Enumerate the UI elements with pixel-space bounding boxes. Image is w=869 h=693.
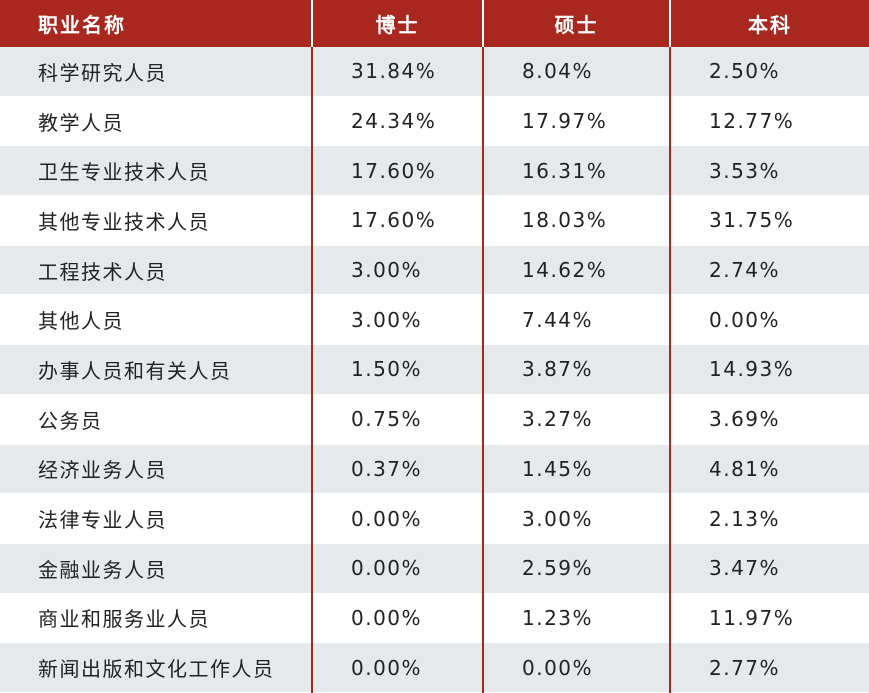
cell-doctorate: 0.75% [312,394,484,445]
cell-bachelor: 2.77% [670,642,869,693]
table-row: 工程技术人员 3.00% 14.62% 2.74% [0,245,869,296]
table-row: 办事人员和有关人员 1.50% 3.87% 14.93% [0,344,869,395]
cell-master: 18.03% [483,195,671,246]
cell-doctorate: 3.00% [312,294,484,346]
cell-occupation: 经济业务人员 [0,444,313,495]
cell-master: 0.00% [483,642,671,693]
table-row: 新闻出版和文化工作人员 0.00% 0.00% 2.77% [0,642,869,693]
cell-doctorate: 1.50% [312,344,484,395]
table-row: 卫生专业技术人员 17.60% 16.31% 3.53% [0,145,869,197]
cell-master: 14.62% [483,245,671,296]
cell-bachelor: 14.93% [670,344,869,395]
cell-doctorate: 0.00% [312,543,484,594]
cell-bachelor: 3.47% [670,543,869,594]
table-row: 教学人员 24.34% 17.97% 12.77% [0,96,869,147]
header-master: 硕士 [483,0,671,47]
cell-occupation: 新闻出版和文化工作人员 [0,642,313,693]
cell-master: 3.87% [483,344,671,395]
header-occupation: 职业名称 [0,0,313,47]
cell-master: 3.00% [483,493,671,544]
cell-master: 2.59% [483,543,671,594]
header-row: 职业名称 博士 硕士 本科 [0,0,869,47]
cell-occupation: 法律专业人员 [0,493,313,544]
cell-bachelor: 2.13% [670,493,869,544]
cell-occupation: 其他人员 [0,294,313,346]
cell-bachelor: 2.74% [670,245,869,296]
cell-doctorate: 0.00% [312,593,484,644]
table-row: 法律专业人员 0.00% 3.00% 2.13% [0,493,869,544]
table-row: 金融业务人员 0.00% 2.59% 3.47% [0,543,869,594]
cell-bachelor: 11.97% [670,593,869,644]
cell-occupation: 商业和服务业人员 [0,593,313,644]
cell-occupation: 工程技术人员 [0,245,313,296]
cell-doctorate: 0.00% [312,493,484,544]
table-row: 商业和服务业人员 0.00% 1.23% 11.97% [0,593,869,644]
cell-master: 17.97% [483,96,671,147]
cell-occupation: 科学研究人员 [0,47,313,97]
cell-master: 1.23% [483,593,671,644]
cell-bachelor: 3.69% [670,394,869,445]
cell-master: 7.44% [483,294,671,346]
cell-doctorate: 0.00% [312,642,484,693]
table-body: 科学研究人员 31.84% 8.04% 2.50% 教学人员 24.34% 17.97% 12… [0,47,869,693]
header-bachelor: 本科 [670,0,869,47]
cell-occupation: 卫生专业技术人员 [0,145,313,197]
cell-doctorate: 17.60% [312,195,484,246]
cell-occupation: 公务员 [0,394,313,445]
table-row: 公务员 0.75% 3.27% 3.69% [0,394,869,445]
cell-occupation: 其他专业技术人员 [0,195,313,246]
cell-bachelor: 12.77% [670,96,869,147]
cell-occupation: 教学人员 [0,96,313,147]
cell-master: 8.04% [483,47,671,97]
cell-bachelor: 4.81% [670,444,869,495]
cell-bachelor: 3.53% [670,145,869,197]
table-row: 其他人员 3.00% 7.44% 0.00% [0,294,869,346]
table-row: 经济业务人员 0.37% 1.45% 4.81% [0,444,869,495]
cell-doctorate: 17.60% [312,145,484,197]
cell-doctorate: 3.00% [312,245,484,296]
table-row: 其他专业技术人员 17.60% 18.03% 31.75% [0,195,869,246]
cell-doctorate: 0.37% [312,444,484,495]
cell-doctorate: 24.34% [312,96,484,147]
cell-bachelor: 0.00% [670,294,869,346]
cell-master: 1.45% [483,444,671,495]
cell-bachelor: 31.75% [670,195,869,246]
cell-master: 16.31% [483,145,671,197]
table-row: 科学研究人员 31.84% 8.04% 2.50% [0,47,869,97]
table-header: 职业名称 博士 硕士 本科 [0,0,869,47]
cell-master: 3.27% [483,394,671,445]
cell-occupation: 金融业务人员 [0,543,313,594]
cell-doctorate: 31.84% [312,47,484,97]
cell-bachelor: 2.50% [670,47,869,97]
cell-occupation: 办事人员和有关人员 [0,344,313,395]
header-doctorate: 博士 [312,0,484,47]
